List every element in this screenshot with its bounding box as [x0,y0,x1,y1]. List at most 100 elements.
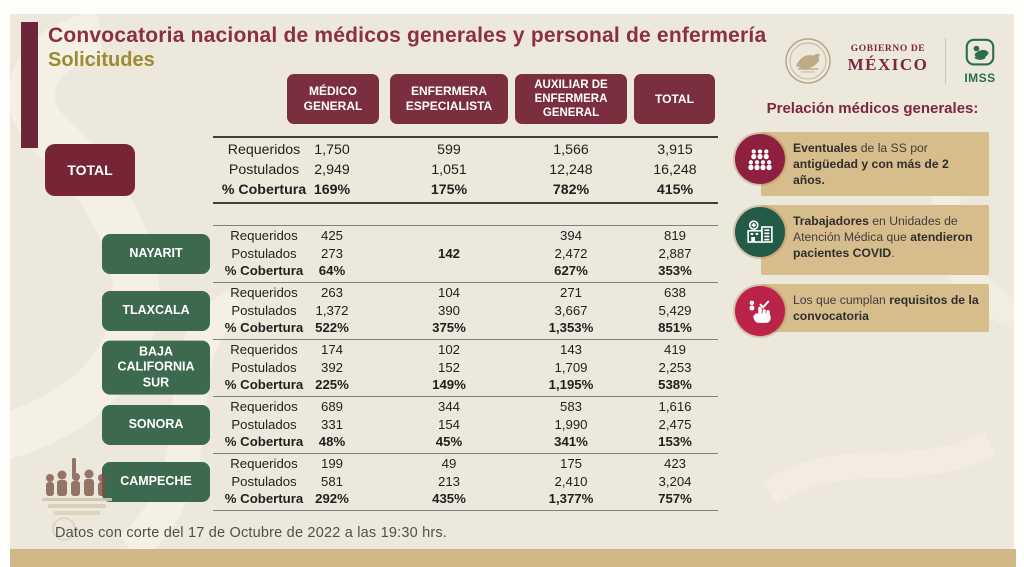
table-cell: 390 [437,302,460,318]
state-label: SONORA [102,404,210,445]
row-label: % Cobertura [224,263,304,279]
table-row-cobertura: % Cobertura 48% 45% 341% 153% [213,433,718,451]
table-row-postulados: Postulados 273 142 2,472 2,887 [213,245,718,263]
imss-text: IMSS [964,71,996,85]
table-cell: 375% [432,320,466,336]
table-cell: 757% [658,491,692,507]
table-cell: 689 [320,399,343,414]
table-cell: 213 [437,473,460,489]
table-row-requeridos: Requeridos 425 394 819 [213,227,718,245]
table-cell: 16,248 [653,162,697,178]
table-row-cobertura: % Cobertura 169% 175% 782% 415% [213,180,718,200]
table-row-postulados: Postulados 392 152 1,709 2,253 [213,359,718,377]
table-row-requeridos: Requeridos 174 102 143 419 [213,341,718,359]
table-cell: 2,472 [554,245,588,261]
people-group-icon [735,134,785,184]
table-cell: 263 [320,285,343,300]
table-cell: 627% [554,263,588,279]
row-label: Postulados [231,416,297,432]
table-cell: 1,051 [431,162,467,178]
table-cell: 599 [437,142,461,158]
page-title: Convocatoria nacional de médicos general… [48,24,767,47]
table-cell: 64% [318,263,346,279]
column-header-2: AUXILIAR DE ENFERMERA GENERAL [515,74,627,124]
table-cell: 425 [320,228,343,243]
table-cell: 1,377% [548,491,594,507]
row-label: % Cobertura [221,182,307,198]
gobierno-de-mexico-wordmark: GOBIERNO DE MÉXICO [838,44,938,75]
state-block-nayarit: NAYARIT Requeridos 425 394 819 Postulados 273 1… [100,225,720,282]
table-row-cobertura: % Cobertura 522% 375% 1,353% 851% [213,319,718,337]
state-block-sonora: SONORA Requeridos 689 344 583 1,616 Postulados… [100,396,720,453]
table-cell: 415% [656,182,694,198]
table-cell: 331 [320,416,343,432]
row-label: Requeridos [230,399,298,414]
row-label: Requeridos [230,285,298,300]
imss-logo: IMSS [955,38,1005,85]
table-row-postulados: Postulados 1,372 390 3,667 5,429 [213,302,718,320]
table-cell: 392 [320,359,343,375]
state-rows: Requeridos 174 102 143 419 Postulados 392 152 1,… [213,341,718,394]
table-cell: 1,353% [548,320,594,336]
table-cell: 1,372 [315,302,349,318]
logo-divider [945,38,946,84]
table-cell: 1,990 [554,416,588,432]
table-cell: 2,410 [554,473,588,489]
table-cell: 271 [559,285,582,300]
row-label: % Cobertura [224,434,304,450]
table-cell: 48% [318,434,346,450]
table-cell: 12,248 [549,162,593,178]
table-total-bottom-line [213,202,718,204]
table-cell: 3,915 [657,142,693,158]
table-cell: 819 [663,228,686,243]
row-label: % Cobertura [224,320,304,336]
table-cell: 149% [432,377,466,393]
table-row-requeridos: Requeridos 1,750 599 1,566 3,915 [213,140,718,160]
table-cell: 225% [315,377,349,393]
column-header-3: TOTAL [634,74,715,124]
table-cell: 143 [559,342,582,357]
table-row-requeridos: Requeridos 199 49 175 423 [213,455,718,473]
table-cell: 142 [437,245,460,261]
footer-note: Datos con corte del 17 de Octubre de 202… [55,525,448,541]
row-label: % Cobertura [224,377,304,393]
state-label: NAYARIT [102,233,210,274]
table-cell: 152 [437,359,460,375]
text-segment: Eventuales [793,141,858,155]
prelacion-item-text: Trabajadores en Unidades de Atención Méd… [761,205,989,275]
state-label: TLAXCALA [102,290,210,331]
table-separator-line [213,225,718,226]
table-cell: 353% [658,263,692,279]
text-segment: Los que cumplan [793,293,890,307]
table-cell: 2,949 [314,162,350,178]
table-cell: 5,429 [658,302,692,318]
table-bottom-line [213,510,718,511]
table-separator-line [213,396,718,397]
text-segment: . [891,246,895,261]
state-blocks: NAYARIT Requeridos 425 394 819 Postulados 273 1… [100,225,720,511]
text-segment: atendieron pacientes COVID [793,230,973,261]
table-row-postulados: Postulados 2,949 1,051 12,248 16,248 [213,160,718,180]
table-cell: 45% [435,434,463,450]
column-header-0: MÉDICO GENERAL [287,74,379,124]
row-label: Postulados [231,359,297,375]
state-rows: Requeridos 425 394 819 Postulados 273 142 2,472… [213,227,718,280]
text-segment: en Unidades de Atención Médica que [793,214,958,245]
hand-requirements-icon [735,286,785,336]
row-label: Requeridos [227,142,301,158]
table-cell: 538% [658,377,692,393]
table-cell: 423 [663,456,686,471]
state-label: BAJA CALIFORNIA SUR [102,340,210,395]
state-rows: Requeridos 199 49 175 423 Postulados 581 213 2,4… [213,455,718,508]
state-block-tlaxcala: TLAXCALA Requeridos 263 104 271 638 Postulados… [100,282,720,339]
state-block-baja-california-sur: BAJA CALIFORNIA SUR Requeridos 174 102 143 41… [100,339,720,396]
mexico-eagle-seal-icon [785,38,831,84]
row-label: Postulados [231,245,297,261]
table-top-line [213,136,718,138]
table-cell: 638 [663,285,686,300]
table-row-cobertura: % Cobertura 225% 149% 1,195% 538% [213,376,718,394]
prelacion-item-text: Eventuales de la SS por antigüedad y con… [761,132,989,197]
mexico-text: MÉXICO [847,55,929,74]
bottom-gold-bar [10,549,1016,567]
